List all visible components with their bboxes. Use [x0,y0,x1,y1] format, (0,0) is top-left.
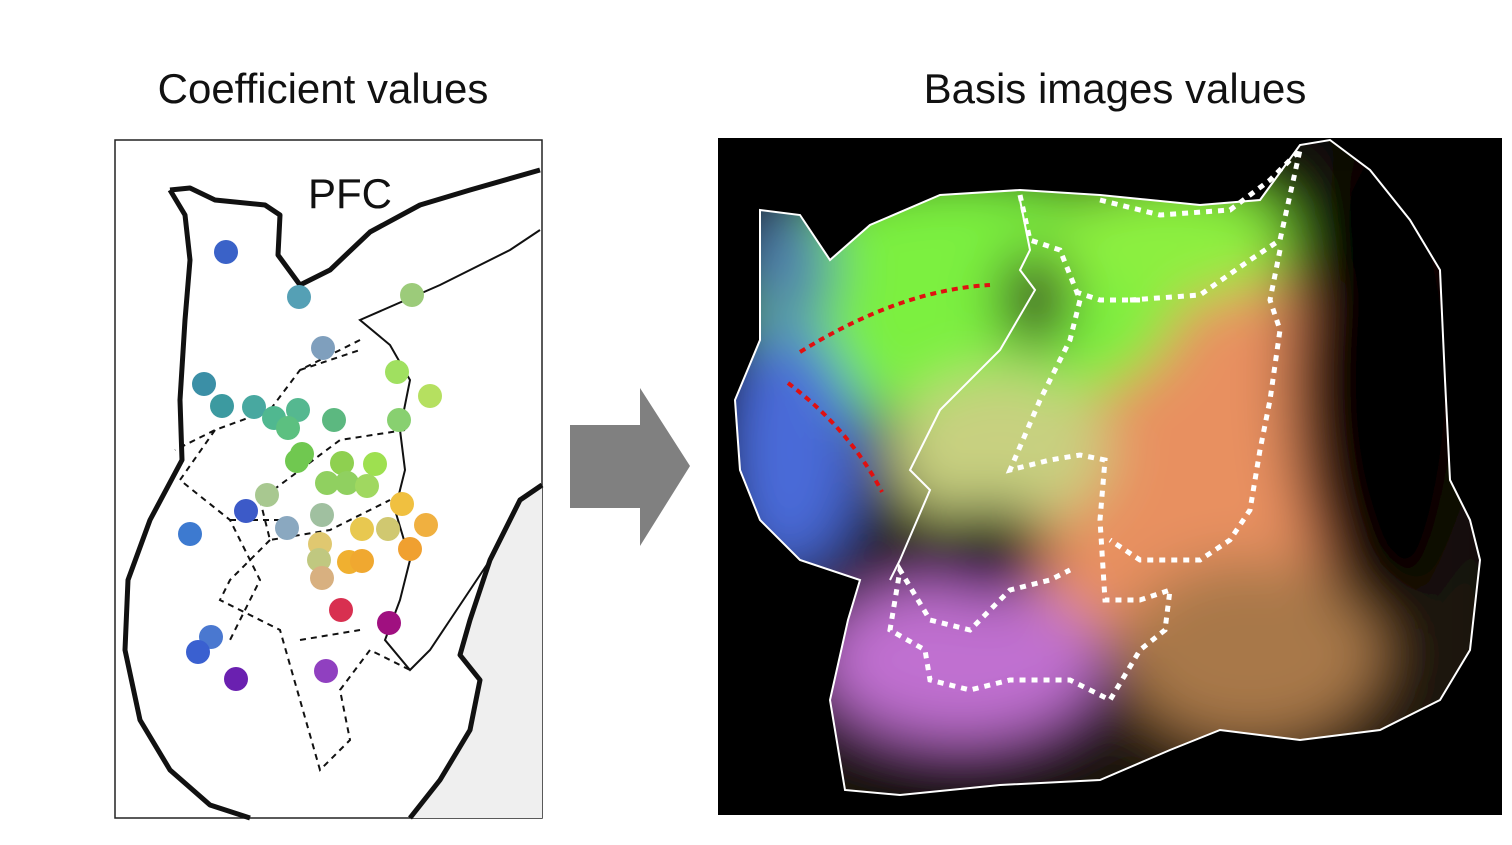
coefficient-dot [377,611,401,635]
coefficient-dot [311,336,335,360]
region-label: PFC [308,170,392,217]
coefficient-dots [178,240,442,691]
coefficient-dot [315,471,339,495]
coefficient-dot [287,285,311,309]
coefficient-dot [242,395,266,419]
coefficient-dot [275,516,299,540]
coefficient-dot [186,640,210,664]
coefficient-dot [214,240,238,264]
coefficient-dot [355,474,379,498]
coefficient-dot [224,667,248,691]
coefficient-dot [398,537,422,561]
coefficient-dot [385,360,409,384]
coefficient-dot [322,408,346,432]
coefficient-dot [418,384,442,408]
coefficient-dot [350,549,374,573]
basis-image [718,138,1502,815]
coefficient-dot [400,283,424,307]
coefficient-dot [330,451,354,475]
coefficient-dot [310,566,334,590]
coefficient-dot [387,408,411,432]
coefficient-dot [414,513,438,537]
coefficient-dot [335,471,359,495]
arrow [570,388,690,546]
coefficient-dot [314,659,338,683]
coefficient-dot [390,492,414,516]
coefficient-dot [286,398,310,422]
right-title: Basis images values [924,65,1307,112]
coefficient-dot [350,517,374,541]
coefficient-map: PFC [114,139,544,821]
coefficient-dot [178,522,202,546]
coefficient-dot [285,449,309,473]
coefficient-dot [276,416,300,440]
coefficient-dot [307,548,331,572]
coefficient-dot [329,598,353,622]
coefficient-dot [192,372,216,396]
coefficient-dot [376,517,400,541]
coefficient-dot [255,483,279,507]
coefficient-dot [210,394,234,418]
coefficient-dot [310,503,334,527]
left-title: Coefficient values [158,65,489,112]
coefficient-dot [363,452,387,476]
coefficient-dot [234,499,258,523]
